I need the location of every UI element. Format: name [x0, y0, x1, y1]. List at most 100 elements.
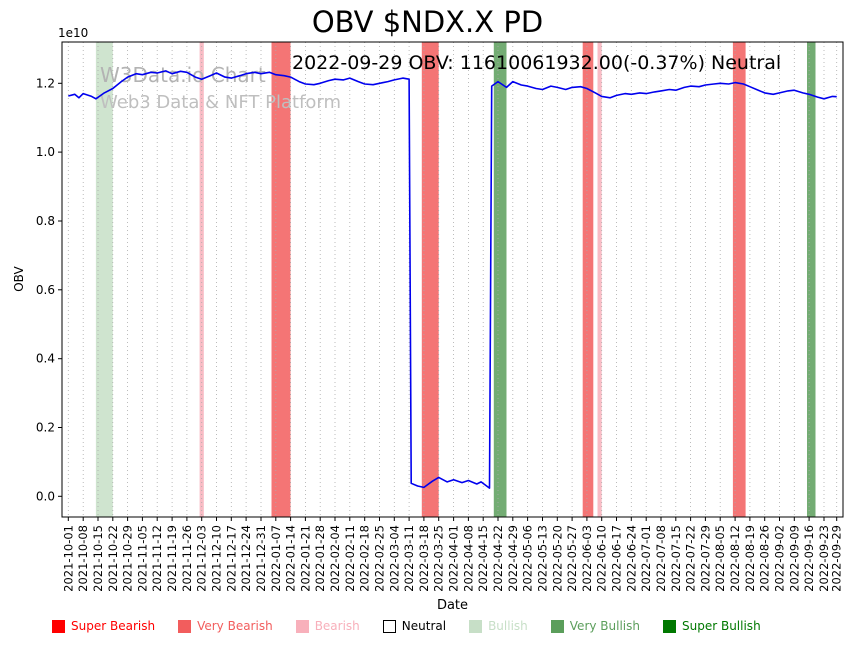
legend-label-very-bearish: Very Bearish	[197, 619, 273, 633]
legend-swatch-very-bearish	[178, 619, 192, 633]
signal-band-very-bearish	[271, 42, 291, 517]
svg-text:2021-12-17: 2021-12-17	[224, 525, 238, 592]
svg-text:2021-10-15: 2021-10-15	[91, 525, 105, 592]
legend-swatch-neutral	[382, 619, 396, 633]
svg-text:2022-07-01: 2022-07-01	[639, 525, 653, 592]
legend-swatch-bearish	[295, 619, 309, 633]
svg-text:2022-01-28: 2022-01-28	[313, 525, 327, 592]
y-axis-ticks: 0.0 0.2 0.4 0.6 0.8 1.0 1.2	[36, 76, 62, 503]
svg-text:2022-07-22: 2022-07-22	[684, 525, 698, 592]
svg-text:2021-10-22: 2021-10-22	[106, 525, 120, 592]
legend-label-super-bullish: Super Bullish	[682, 619, 761, 633]
svg-text:2022-02-11: 2022-02-11	[343, 525, 357, 592]
svg-text:2022-05-06: 2022-05-06	[521, 525, 535, 592]
svg-text:1.2: 1.2	[36, 76, 55, 90]
svg-text:2022-09-29: 2022-09-29	[830, 525, 844, 592]
svg-text:2021-11-26: 2021-11-26	[180, 525, 194, 592]
signal-band-very-bearish	[582, 42, 594, 517]
y-axis-offset-label: 1e10	[58, 26, 89, 40]
legend-item-bullish: Bullish	[469, 619, 528, 633]
legend-item-neutral: Neutral	[382, 619, 447, 633]
legend-swatch-very-bullish	[550, 619, 564, 633]
svg-text:2021-12-03: 2021-12-03	[195, 525, 209, 592]
svg-text:2022-07-15: 2022-07-15	[669, 525, 683, 592]
legend-label-bearish: Bearish	[314, 619, 360, 633]
svg-text:2022-09-09: 2022-09-09	[787, 525, 801, 592]
legend-item-bearish: Bearish	[295, 619, 360, 633]
signal-band-very-bearish	[421, 42, 439, 517]
signal-bands	[95, 42, 816, 517]
svg-text:2021-11-19: 2021-11-19	[165, 525, 179, 592]
svg-text:2021-10-01: 2021-10-01	[61, 525, 75, 592]
svg-text:2022-03-04: 2022-03-04	[387, 525, 401, 592]
svg-text:2022-01-07: 2022-01-07	[269, 525, 283, 592]
svg-text:2021-11-12: 2021-11-12	[150, 525, 164, 592]
svg-text:2022-03-18: 2022-03-18	[417, 525, 431, 592]
legend-label-neutral: Neutral	[401, 619, 447, 633]
x-axis-ticks: 2021-10-01 2021-10-08 2021-10-15 2021-10-22…	[61, 517, 844, 592]
svg-text:2022-09-02: 2022-09-02	[773, 525, 787, 592]
svg-text:2021-10-08: 2021-10-08	[76, 525, 90, 592]
svg-text:2022-04-29: 2022-04-29	[506, 525, 520, 592]
signal-band-bearish	[597, 42, 602, 517]
signal-band-bearish	[199, 42, 204, 517]
gridlines	[67, 42, 838, 517]
svg-text:2022-04-08: 2022-04-08	[461, 525, 475, 592]
svg-text:2022-01-21: 2022-01-21	[298, 525, 312, 592]
svg-text:1.0: 1.0	[36, 145, 55, 159]
svg-text:2022-09-16: 2022-09-16	[802, 525, 816, 592]
signal-band-very-bullish	[493, 42, 507, 517]
watermark-line2: Web3 Data & NFT Platform	[100, 92, 341, 113]
svg-text:2022-09-23: 2022-09-23	[817, 525, 831, 592]
obv-line	[68, 70, 837, 489]
svg-text:2022-03-25: 2022-03-25	[432, 525, 446, 592]
chart-subtitle: 2022-09-29 OBV: 11610061932.00(-0.37%) N…	[292, 52, 782, 74]
svg-text:0.2: 0.2	[36, 421, 55, 435]
legend-item-super-bearish: Super Bearish	[52, 619, 155, 633]
legend-swatch-super-bearish	[52, 619, 65, 633]
svg-text:2022-05-20: 2022-05-20	[550, 525, 564, 592]
x-axis-label: Date	[436, 598, 469, 613]
svg-text:2022-04-22: 2022-04-22	[491, 525, 505, 592]
legend-label-bullish: Bullish	[488, 619, 528, 633]
svg-text:2022-07-08: 2022-07-08	[654, 525, 668, 592]
svg-text:2022-08-05: 2022-08-05	[713, 525, 727, 592]
svg-text:2022-03-11: 2022-03-11	[402, 525, 416, 592]
svg-text:2021-11-05: 2021-11-05	[135, 525, 149, 592]
svg-text:2022-06-24: 2022-06-24	[624, 525, 638, 592]
legend-label-very-bullish: Very Bullish	[569, 619, 640, 633]
svg-text:2022-05-27: 2022-05-27	[565, 525, 579, 592]
svg-text:2022-02-25: 2022-02-25	[373, 525, 387, 592]
legend-item-very-bearish: Very Bearish	[178, 619, 273, 633]
svg-text:2022-06-10: 2022-06-10	[595, 525, 609, 592]
svg-text:2022-07-29: 2022-07-29	[698, 525, 712, 592]
svg-text:0.4: 0.4	[36, 352, 55, 366]
svg-text:2022-02-04: 2022-02-04	[328, 525, 342, 592]
legend-item-very-bullish: Very Bullish	[550, 619, 640, 633]
svg-text:2022-06-03: 2022-06-03	[580, 525, 594, 592]
svg-text:2022-08-19: 2022-08-19	[743, 525, 757, 592]
svg-text:2022-04-01: 2022-04-01	[447, 525, 461, 592]
svg-text:2022-02-18: 2022-02-18	[358, 525, 372, 592]
svg-text:2021-10-29: 2021-10-29	[121, 525, 135, 592]
svg-text:2021-12-10: 2021-12-10	[210, 525, 224, 592]
svg-text:0.6: 0.6	[36, 283, 55, 297]
signal-band-very-bearish	[732, 42, 746, 517]
legend-swatch-bullish	[469, 619, 483, 633]
watermark-line1: W3Data.io Chart	[100, 63, 266, 87]
svg-text:2021-12-31: 2021-12-31	[254, 525, 268, 592]
legend-item-super-bullish: Super Bullish	[663, 619, 761, 633]
svg-text:2022-04-15: 2022-04-15	[476, 525, 490, 592]
svg-text:2021-12-24: 2021-12-24	[239, 525, 253, 592]
legend-swatch-super-bullish	[663, 619, 676, 633]
signal-legend: Super Bearish Very Bearish Bearish Neutral B…	[52, 619, 842, 633]
svg-text:0.0: 0.0	[36, 489, 55, 503]
svg-text:0.8: 0.8	[36, 214, 55, 228]
svg-text:2022-05-13: 2022-05-13	[536, 525, 550, 592]
signal-band-very-bullish	[807, 42, 816, 517]
signal-band-bullish	[95, 42, 113, 517]
plot-frame	[61, 41, 844, 518]
svg-text:2022-01-14: 2022-01-14	[284, 525, 298, 592]
